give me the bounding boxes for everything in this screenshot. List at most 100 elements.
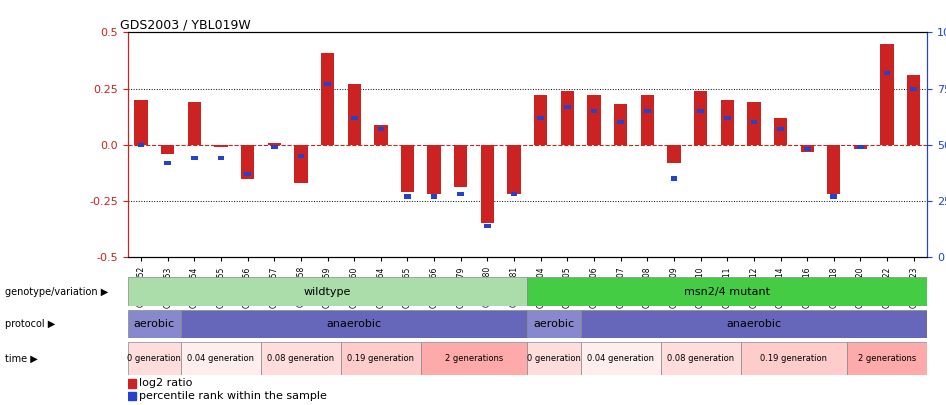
Bar (881, 44, 894, 145)
Bar (747, 102, 761, 145)
Text: 0.08 generation: 0.08 generation (667, 354, 734, 363)
Bar (847, 342, 927, 375)
Bar (724, 116, 730, 120)
Bar (741, 342, 847, 375)
Bar (640, 95, 654, 145)
Bar (187, 102, 201, 145)
Bar (511, 192, 517, 196)
Bar (827, 145, 840, 194)
Bar (454, 145, 467, 188)
Bar (341, 342, 421, 375)
Bar (778, 127, 784, 131)
Bar (375, 125, 388, 145)
Bar (854, 145, 867, 149)
Text: GDS2003 / YBL019W: GDS2003 / YBL019W (120, 18, 251, 31)
Text: time ▶: time ▶ (5, 354, 38, 363)
Bar (800, 145, 814, 151)
Bar (128, 310, 181, 338)
Bar (884, 71, 890, 75)
Bar (241, 145, 254, 179)
Bar (215, 145, 228, 147)
Bar (271, 145, 277, 149)
Bar (404, 194, 411, 198)
Bar (298, 154, 305, 158)
Bar (581, 310, 927, 338)
Text: 2 generations: 2 generations (858, 354, 917, 363)
Bar (428, 145, 441, 194)
Bar (181, 342, 261, 375)
Text: 0.04 generation: 0.04 generation (187, 354, 254, 363)
Bar (481, 145, 494, 224)
Bar (721, 100, 734, 145)
Text: protocol ▶: protocol ▶ (5, 319, 55, 329)
Text: wildtype: wildtype (304, 287, 351, 296)
Bar (910, 87, 917, 91)
Bar (430, 194, 437, 198)
Bar (774, 118, 787, 145)
Bar (644, 109, 651, 113)
Text: anaerobic: anaerobic (326, 319, 382, 329)
Bar (527, 342, 581, 375)
Text: 0.19 generation: 0.19 generation (761, 354, 828, 363)
Bar (165, 161, 171, 165)
Bar (697, 109, 704, 113)
Text: 0 generation: 0 generation (527, 354, 581, 363)
Text: aerobic: aerobic (534, 319, 574, 329)
Bar (128, 392, 135, 400)
Bar (581, 342, 660, 375)
Bar (294, 145, 307, 183)
Bar (590, 109, 597, 113)
Text: log2 ratio: log2 ratio (139, 379, 192, 388)
Text: 0.08 generation: 0.08 generation (268, 354, 335, 363)
Bar (750, 120, 757, 124)
Bar (321, 53, 334, 145)
Bar (618, 120, 624, 124)
Bar (527, 310, 581, 338)
Bar (128, 379, 135, 388)
Bar (261, 342, 341, 375)
Bar (694, 91, 708, 145)
Text: 0.04 generation: 0.04 generation (587, 354, 654, 363)
Bar (527, 277, 927, 306)
Bar (537, 116, 544, 120)
Bar (181, 310, 527, 338)
Bar (587, 95, 601, 145)
Text: anaerobic: anaerobic (727, 319, 781, 329)
Bar (667, 145, 680, 163)
Bar (401, 145, 414, 192)
Text: 2 generations: 2 generations (445, 354, 503, 363)
Bar (218, 156, 224, 160)
Bar (534, 95, 548, 145)
Bar (660, 342, 741, 375)
Bar (804, 147, 811, 151)
Text: msn2/4 mutant: msn2/4 mutant (684, 287, 770, 296)
Bar (161, 145, 174, 154)
Bar (191, 156, 198, 160)
Bar (671, 177, 677, 181)
Bar (128, 277, 527, 306)
Bar (421, 342, 527, 375)
Bar (268, 143, 281, 145)
Text: aerobic: aerobic (133, 319, 175, 329)
Bar (324, 82, 331, 86)
Bar (831, 194, 837, 198)
Bar (128, 342, 181, 375)
Bar (907, 75, 920, 145)
Bar (614, 104, 627, 145)
Text: percentile rank within the sample: percentile rank within the sample (139, 391, 326, 401)
Bar (857, 145, 864, 149)
Bar (564, 104, 570, 109)
Text: genotype/variation ▶: genotype/variation ▶ (5, 287, 108, 296)
Bar (347, 84, 360, 145)
Bar (484, 224, 491, 228)
Bar (507, 145, 520, 194)
Bar (351, 116, 358, 120)
Bar (134, 100, 148, 145)
Bar (377, 127, 384, 131)
Bar (458, 192, 464, 196)
Bar (244, 172, 251, 176)
Bar (138, 143, 145, 147)
Text: 0 generation: 0 generation (128, 354, 182, 363)
Bar (561, 91, 574, 145)
Text: 0.19 generation: 0.19 generation (347, 354, 414, 363)
